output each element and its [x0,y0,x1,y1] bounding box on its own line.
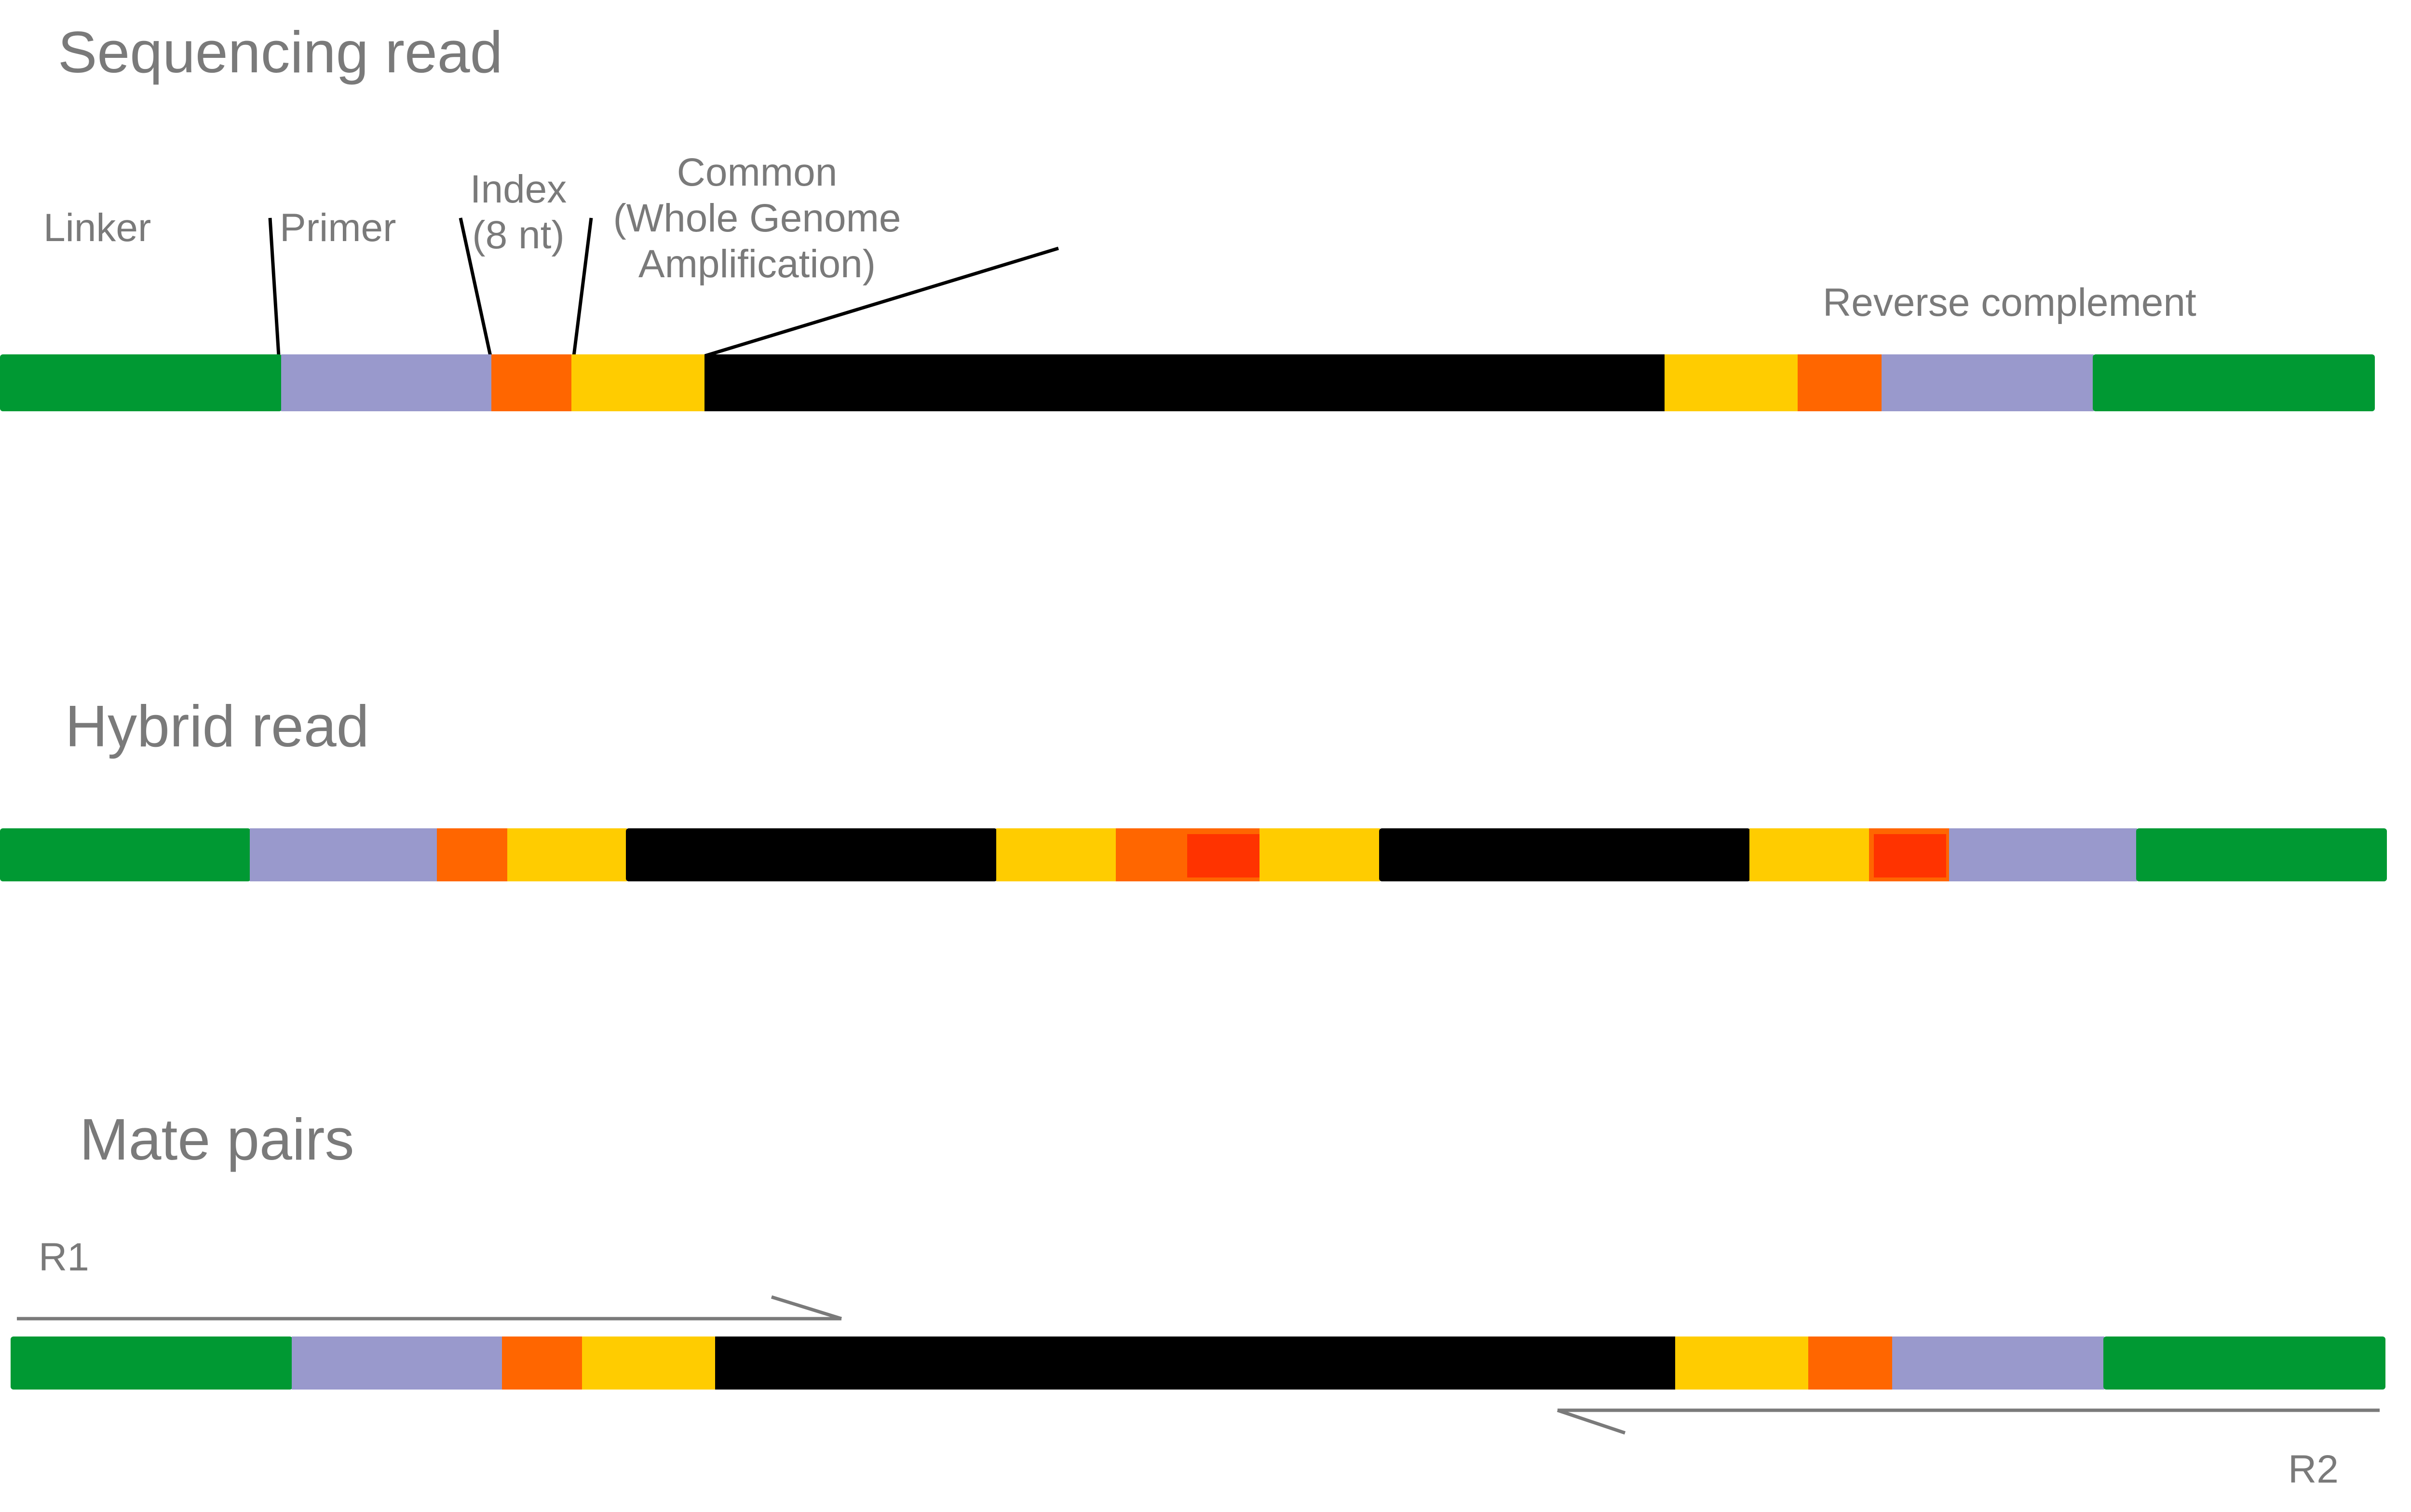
hyb-common-4 [1749,828,1870,881]
r2-arrow [1557,1408,2380,1435]
common-insert-pointer [704,246,1059,358]
common-label-line2: (Whole Genome [613,196,901,240]
mate-pairs-bar [11,1336,2385,1390]
linker-label: Linker [43,206,151,250]
mate-index-left [502,1336,583,1390]
seq-common-right [1665,354,1799,411]
r1-arrow [17,1295,842,1321]
mate-linker-right [2103,1336,2385,1390]
hyb-primer-right [1949,828,2137,881]
hyb-linker-left [0,828,251,881]
index-label-line2: (8 nt) [472,213,564,257]
seq-index-left [491,354,572,411]
common-label-line3: Amplification) [638,242,876,286]
hyb-index-middle-inner [1187,834,1260,878]
hyb-common-2 [996,828,1117,881]
hybrid-read-bar [0,828,2387,881]
mate-primer-left [292,1336,503,1390]
mate-pairs-title: Mate pairs [80,1107,354,1172]
primer-label: Primer [280,206,396,250]
r1-label: R1 [39,1235,89,1279]
primer-index-pointer [459,217,492,356]
hyb-common-1 [507,828,627,881]
seq-linker-right [2093,354,2375,411]
seq-primer-right [1882,354,2094,411]
index-common-pointer [572,217,593,356]
hyb-common-3 [1260,828,1380,881]
hyb-insert-1 [626,828,997,881]
common-label-line1: Common [677,150,838,194]
hyb-primer-left [250,828,438,881]
seq-insert [704,354,1666,411]
seq-linker-left [0,354,282,411]
reverse-complement-label: Reverse complement [1823,281,2196,324]
mate-common-right [1675,1336,1809,1390]
mate-linker-left [11,1336,293,1390]
linker-primer-pointer [268,217,281,356]
sequencing-read-title: Sequencing read [58,19,503,85]
mate-primer-right [1892,1336,2104,1390]
hyb-index-left [437,828,508,881]
mate-insert [715,1336,1676,1390]
mate-common-left [582,1336,716,1390]
hyb-index-right-inner [1874,834,1946,878]
mate-index-right [1808,1336,1893,1390]
hyb-linker-right [2136,828,2387,881]
r2-label: R2 [2288,1447,2339,1491]
index-label-line1: Index [470,167,567,211]
seq-index-right [1798,354,1883,411]
hyb-insert-2 [1379,828,1750,881]
seq-common-left [571,354,705,411]
seq-primer-left [281,354,492,411]
sequencing-read-bar [0,354,2375,411]
hybrid-read-title: Hybrid read [65,693,369,759]
